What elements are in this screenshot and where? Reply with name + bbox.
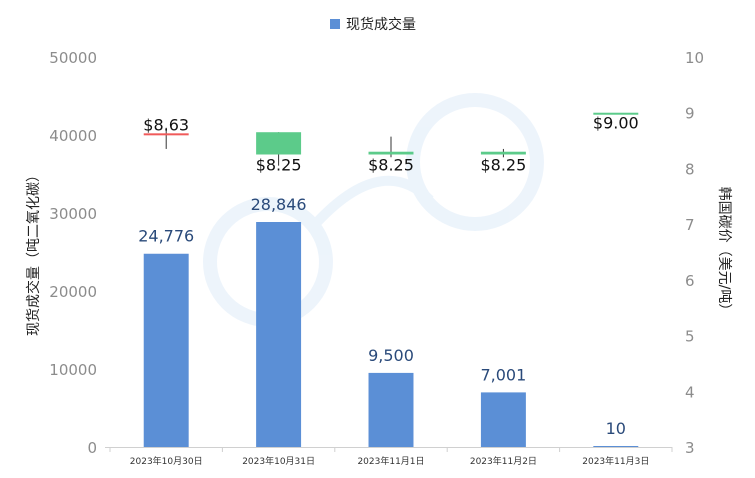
price-label: $8.63 <box>143 115 189 134</box>
bar-value-label: 28,846 <box>251 195 307 214</box>
legend-label: 现货成交量 <box>346 16 416 33</box>
bar <box>143 253 189 447</box>
candle-body <box>593 112 639 115</box>
y-tick-label: 0 <box>87 439 97 457</box>
y2-axis: 3 4 5 6 7 8 9 10 <box>685 49 704 457</box>
bar-value-label: 9,500 <box>368 346 414 365</box>
bar <box>480 392 526 447</box>
candle-body <box>368 151 414 155</box>
legend: 现货成交量 <box>330 16 416 33</box>
bar-value-label: 24,776 <box>138 227 194 246</box>
price-label: $8.25 <box>368 156 414 175</box>
bar <box>593 446 639 447</box>
x-tick-label: 2023年10月30日 <box>130 455 203 467</box>
candle-body <box>143 133 189 136</box>
y-tick-label: 50000 <box>49 49 97 67</box>
y-tick-label: 40000 <box>49 127 97 145</box>
x-tick-label: 2023年10月31日 <box>242 455 315 467</box>
price-label: $8.25 <box>480 156 526 175</box>
x-axis: 2023年10月30日 2023年10月31日 2023年11月1日 2023年11月… <box>109 447 673 467</box>
y-axis-title: 现货成交量（吨二氧化碳） <box>25 168 42 336</box>
bar <box>368 372 414 447</box>
y-axis: 0 10000 20000 30000 40000 50000 <box>49 49 97 457</box>
x-tick-label: 2023年11月2日 <box>470 455 537 467</box>
candle-body <box>256 132 302 155</box>
y-tick-label: 10000 <box>49 361 97 379</box>
x-tick-label: 2023年11月1日 <box>357 455 424 467</box>
y2-tick-label: 10 <box>685 49 704 67</box>
bar-labels: 24,776 28,846 9,500 7,001 10 <box>138 195 626 438</box>
bar <box>256 222 302 447</box>
candle-body <box>480 151 526 155</box>
bar-value-label: 7,001 <box>480 365 526 384</box>
x-tick-label: 2023年11月3日 <box>582 455 649 467</box>
price-label: $9.00 <box>593 114 639 133</box>
y2-tick-label: 9 <box>685 105 695 123</box>
y2-tick-label: 4 <box>685 383 695 401</box>
y2-tick-label: 7 <box>685 216 695 234</box>
y2-tick-label: 6 <box>685 272 695 290</box>
legend-swatch <box>330 19 340 29</box>
bars <box>143 222 639 447</box>
y-tick-label: 20000 <box>49 283 97 301</box>
y2-tick-label: 8 <box>685 160 695 178</box>
price-labels: $8.63 $8.25 $8.25 $8.25 $9.00 <box>143 114 638 175</box>
candles <box>143 112 639 166</box>
y2-tick-label: 3 <box>685 439 695 457</box>
bar-value-label: 10 <box>606 419 626 438</box>
y-tick-label: 30000 <box>49 205 97 223</box>
price-label: $8.25 <box>256 156 302 175</box>
y2-axis-title: 韩国碳价（美元/吨） <box>716 187 732 318</box>
y2-tick-label: 5 <box>685 328 695 346</box>
